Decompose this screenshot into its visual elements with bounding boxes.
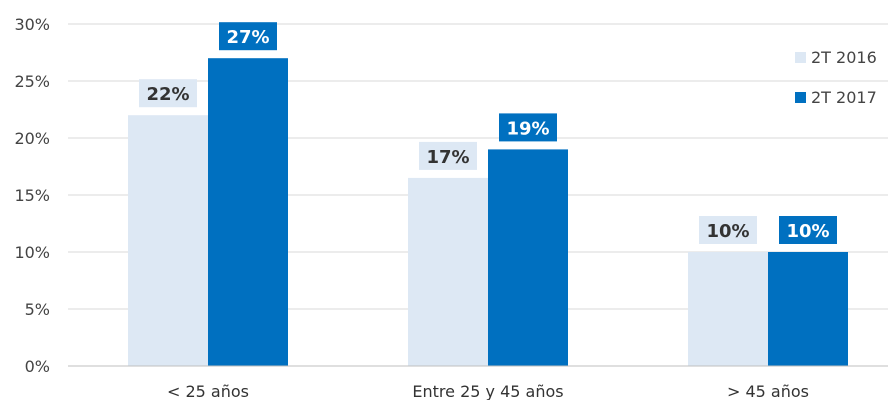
x-axis: < 25 años Entre 25 y 45 años > 45 años [68,365,888,400]
x-category-label: < 25 años [167,382,249,400]
bars [128,58,848,366]
legend-label: 2T 2017 [811,88,877,107]
bar [208,58,288,366]
x-category-label: Entre 25 y 45 años [412,382,563,400]
y-tick-label: 10% [14,243,50,262]
data-label-background [219,22,277,51]
data-label: 10% [706,221,749,242]
bar [408,177,488,366]
data-label: 22% [146,84,189,105]
bar [128,115,208,366]
y-tick-label: 30% [14,15,50,34]
data-labels: 22% 17% 10% 27% 19% 10% [139,22,837,244]
data-label: 19% [506,118,549,139]
y-tick-label: 25% [14,72,50,91]
bar [688,252,768,366]
data-label: 10% [786,221,829,242]
legend-swatch [795,52,806,63]
legend: 2T 2016 2T 2017 [795,48,877,107]
data-label: 27% [226,27,269,48]
y-tick-label: 15% [14,186,50,205]
legend-label: 2T 2016 [811,48,877,67]
data-label-background [139,79,197,108]
y-tick-label: 20% [14,129,50,148]
data-label-background [419,141,477,170]
y-tick-label: 5% [25,300,50,319]
data-label-background [779,216,837,244]
data-label-background [499,113,557,142]
bar [488,149,568,366]
data-label: 17% [426,147,469,168]
legend-swatch [795,92,806,103]
bar [768,252,848,366]
y-tick-label: 0% [25,357,50,376]
data-label-background [699,216,757,244]
x-category-label: > 45 años [727,382,809,400]
y-axis: 0% 5% 10% 15% 20% 25% 30% [14,15,50,376]
